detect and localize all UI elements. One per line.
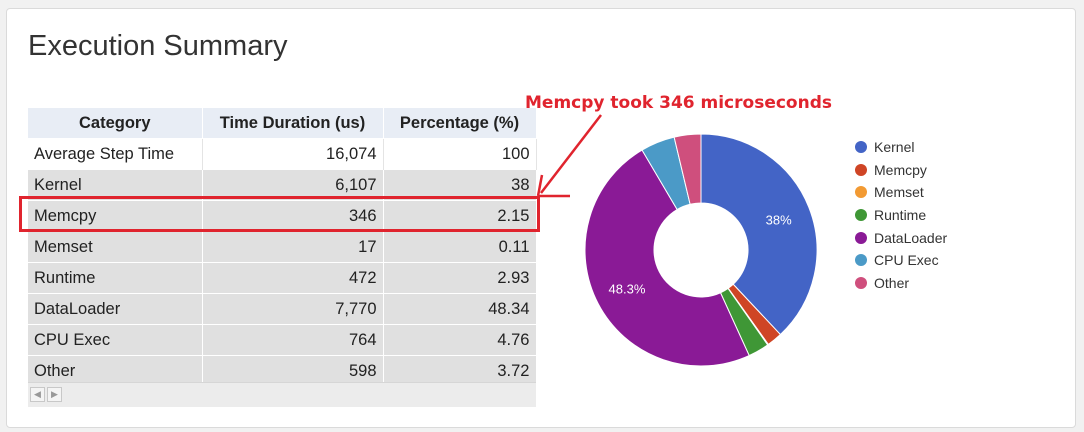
table-row[interactable]: CPU Exec 764 4.76 — [28, 324, 537, 356]
table-row[interactable]: Kernel 6,107 38 — [28, 169, 537, 201]
legend-swatch-icon — [855, 254, 867, 267]
table-row[interactable]: Memset 17 0.11 — [28, 231, 537, 263]
percentage-cell: 2.15 — [383, 200, 537, 232]
horizontal-scrollbar[interactable]: ◀ ▶ — [28, 382, 536, 407]
category-cell: Average Step Time — [28, 138, 203, 170]
time-duration-cell: 764 — [202, 324, 384, 356]
summary-table-container: Category Time Duration (us) Percentage (… — [28, 108, 537, 407]
slice-dataloader[interactable] — [584, 149, 750, 367]
table-row[interactable]: Memcpy 346 2.15 — [28, 200, 537, 232]
legend-label: Memset — [874, 184, 924, 201]
legend-label: Kernel — [874, 139, 915, 156]
category-cell: Memset — [28, 231, 203, 263]
category-cell: Runtime — [28, 262, 203, 294]
column-header-category[interactable]: Category — [28, 108, 203, 139]
legend-item-memset[interactable]: Memset — [855, 181, 947, 204]
column-header-percentage[interactable]: Percentage (%) — [383, 108, 537, 139]
percentage-cell: 3.72 — [383, 355, 537, 386]
table-row[interactable]: Runtime 472 2.93 — [28, 262, 537, 294]
memcpy-row-highlight-box — [19, 196, 540, 232]
legend-swatch-icon — [855, 209, 867, 222]
slice-other[interactable] — [673, 133, 702, 205]
legend-item-kernel[interactable]: Kernel — [855, 136, 947, 159]
legend-label: DataLoader — [874, 229, 948, 246]
percentage-cell: 100 — [383, 138, 537, 170]
time-duration-cell: 7,770 — [202, 293, 384, 325]
percentage-cell: 2.93 — [383, 262, 537, 294]
time-duration-cell: 6,107 — [202, 169, 384, 201]
scroll-right-icon[interactable]: ▶ — [47, 387, 62, 402]
time-duration-cell: 472 — [202, 262, 384, 294]
donut-chart: 38% 48.3% — [584, 133, 818, 367]
time-duration-cell: 16,074 — [202, 138, 384, 170]
table-row[interactable]: Average Step Time 16,074 100 — [28, 138, 537, 170]
category-cell: DataLoader — [28, 293, 203, 325]
slice-kernel[interactable] — [700, 133, 818, 336]
time-duration-cell: 346 — [202, 200, 384, 232]
table-header-row: Category Time Duration (us) Percentage (… — [28, 108, 537, 139]
percentage-cell: 38 — [383, 169, 537, 201]
slice-label-dataloader: 48.3% — [609, 282, 646, 297]
chart-legend: Kernel Memcpy Memset Runtime DataLoader CPU E… — [855, 136, 947, 294]
category-cell: Memcpy — [28, 200, 203, 232]
legend-swatch-icon — [855, 141, 867, 154]
time-duration-cell: 598 — [202, 355, 384, 386]
percentage-cell: 48.34 — [383, 293, 537, 325]
legend-item-runtime[interactable]: Runtime — [855, 204, 947, 227]
legend-swatch-icon — [855, 231, 867, 244]
annotation-text: Memcpy took 346 microseconds — [525, 93, 832, 113]
table-row[interactable]: DataLoader 7,770 48.34 — [28, 293, 537, 325]
category-cell: CPU Exec — [28, 324, 203, 356]
legend-item-other[interactable]: Other — [855, 272, 947, 295]
time-duration-cell: 17 — [202, 231, 384, 263]
legend-label: Memcpy — [874, 161, 927, 178]
legend-label: CPU Exec — [874, 252, 939, 269]
scroll-left-icon[interactable]: ◀ — [30, 387, 45, 402]
table-row[interactable]: Other 598 3.72 — [28, 355, 537, 386]
percentage-cell: 4.76 — [383, 324, 537, 356]
category-cell: Other — [28, 355, 203, 386]
legend-swatch-icon — [855, 186, 867, 199]
percentage-cell: 0.11 — [383, 231, 537, 263]
category-cell: Kernel — [28, 169, 203, 201]
column-header-time-duration[interactable]: Time Duration (us) — [202, 108, 384, 139]
page-title: Execution Summary — [28, 30, 288, 62]
legend-swatch-icon — [855, 276, 867, 289]
legend-item-memcpy[interactable]: Memcpy — [855, 159, 947, 182]
slice-label-kernel: 38% — [766, 212, 792, 227]
legend-label: Runtime — [874, 207, 927, 224]
summary-table: Category Time Duration (us) Percentage (… — [28, 108, 537, 386]
legend-item-cpu-exec[interactable]: CPU Exec — [855, 249, 947, 272]
legend-item-dataloader[interactable]: DataLoader — [855, 226, 947, 249]
legend-label: Other — [874, 274, 910, 291]
legend-swatch-icon — [855, 163, 867, 176]
